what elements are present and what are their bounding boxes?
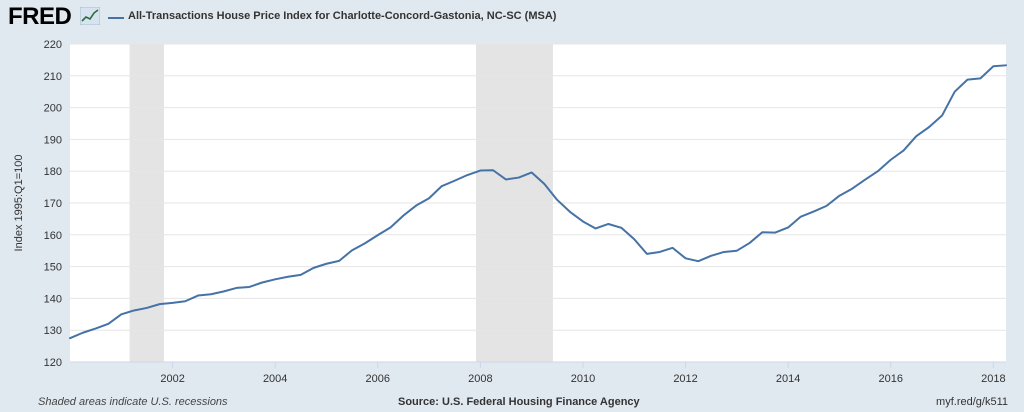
x-tick-label: 2010 bbox=[571, 373, 595, 385]
x-tick-label: 2014 bbox=[776, 373, 800, 385]
y-axis-label: Index 1995:Q1=100 bbox=[13, 155, 25, 252]
y-tick-label: 150 bbox=[44, 262, 62, 274]
y-tick-label: 180 bbox=[44, 166, 62, 178]
y-tick-label: 160 bbox=[44, 230, 62, 242]
x-tick-label: 2004 bbox=[263, 373, 287, 385]
y-tick-label: 210 bbox=[44, 71, 62, 83]
short-link[interactable]: myf.red/g/k511 bbox=[936, 396, 1008, 408]
line-chart[interactable]: 120 130 140 150 160 170 180 190 200 210 220 2002 20… bbox=[0, 34, 1024, 394]
y-tick-label: 140 bbox=[44, 293, 62, 305]
y-tick-label: 200 bbox=[44, 103, 62, 115]
x-tick-label: 2018 bbox=[981, 373, 1005, 385]
series-line[interactable] bbox=[69, 64, 1007, 340]
y-tick-label: 130 bbox=[44, 325, 62, 337]
chart-header: FRED All-Transactions House Price Index … bbox=[0, 0, 1024, 34]
x-tick-label: 2006 bbox=[366, 373, 390, 385]
recession-note: Shaded areas indicate U.S. recessions bbox=[38, 396, 228, 408]
trend-graph-icon bbox=[80, 7, 100, 25]
y-tick-label: 220 bbox=[44, 39, 62, 51]
x-tick-label: 2008 bbox=[468, 373, 492, 385]
data-source: Source: U.S. Federal Housing Finance Age… bbox=[398, 396, 640, 408]
y-tick-label: 120 bbox=[44, 357, 62, 369]
legend-line-swatch bbox=[108, 17, 124, 19]
y-tick-label: 190 bbox=[44, 134, 62, 146]
legend-series-title: All-Transactions House Price Index for C… bbox=[128, 10, 557, 22]
chart-footer: Shaded areas indicate U.S. recessions So… bbox=[0, 394, 1024, 410]
x-tick-label: 2012 bbox=[673, 373, 697, 385]
y-tick-label: 170 bbox=[44, 198, 62, 210]
fred-logo: FRED bbox=[8, 3, 72, 30]
x-tick-label: 2002 bbox=[160, 373, 184, 385]
x-tick-label: 2016 bbox=[879, 373, 903, 385]
